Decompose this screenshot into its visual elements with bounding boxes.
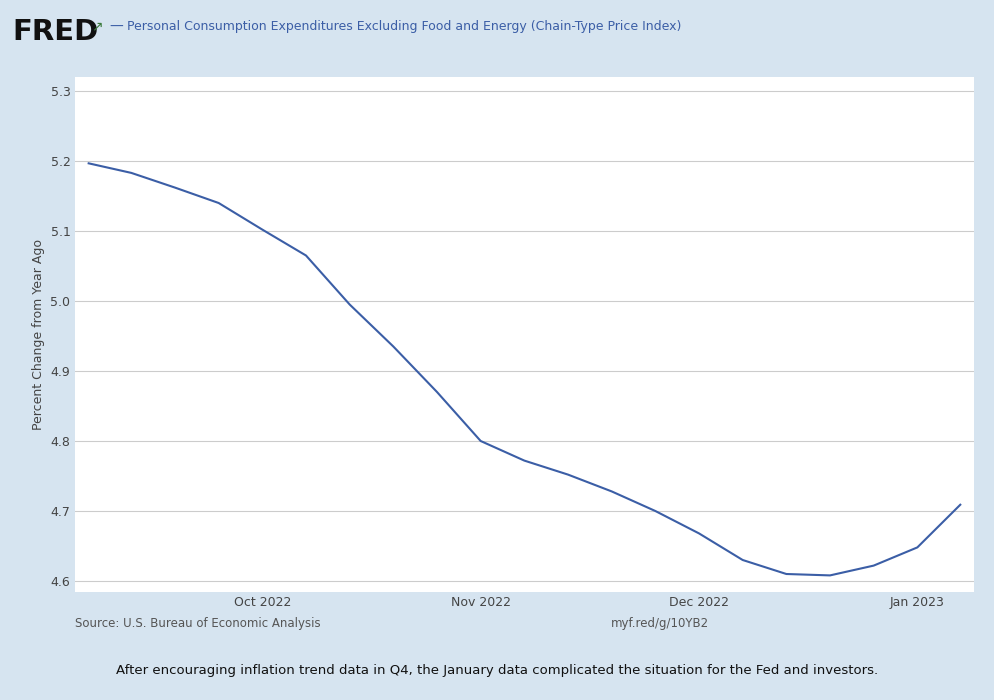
Text: ↗: ↗ [91,20,103,34]
Text: After encouraging inflation trend data in Q4, the January data complicated the s: After encouraging inflation trend data i… [116,664,878,677]
Text: FRED: FRED [12,18,98,46]
Y-axis label: Percent Change from Year Ago: Percent Change from Year Ago [32,239,45,430]
Text: myf.red/g/10YB2: myf.red/g/10YB2 [611,617,710,631]
Text: —: — [109,20,123,34]
Text: Personal Consumption Expenditures Excluding Food and Energy (Chain-Type Price In: Personal Consumption Expenditures Exclud… [127,20,682,33]
Text: Source: U.S. Bureau of Economic Analysis: Source: U.S. Bureau of Economic Analysis [75,617,320,631]
